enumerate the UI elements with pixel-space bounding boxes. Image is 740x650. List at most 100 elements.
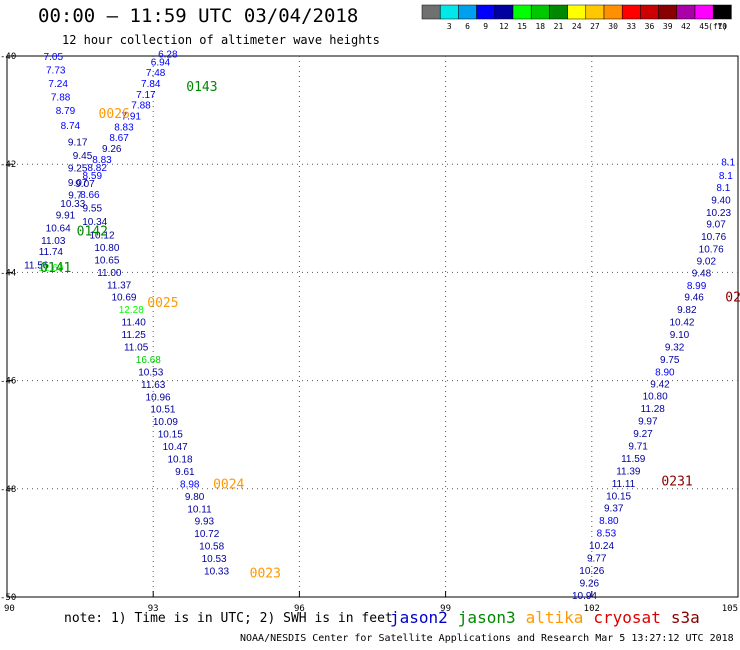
- pass-time-label: 0142: [77, 225, 108, 240]
- data-point-label: 11.05: [124, 343, 149, 354]
- data-point-label: 9.61: [175, 467, 195, 478]
- data-point-label: 7.88: [51, 93, 71, 104]
- legend-label: 12: [499, 22, 509, 31]
- data-point-label: 8.1: [721, 157, 735, 168]
- data-point-label: 8.90: [655, 367, 675, 378]
- legend-swatch: [421, 4, 441, 20]
- data-point-label: 10.23: [706, 208, 731, 219]
- data-point-label: 9.77: [587, 554, 607, 565]
- legend-swatch: [494, 4, 514, 20]
- data-point-label: 8.80: [599, 516, 619, 527]
- y-tick-label: -40: [0, 52, 16, 62]
- legend-swatch: [476, 4, 496, 20]
- data-point-label: 11.11: [612, 479, 636, 490]
- data-point-label: 11.40: [122, 318, 147, 329]
- data-point-label: 8.83: [92, 155, 112, 166]
- pass-time-label: 0143: [186, 80, 217, 95]
- legend-label: 30: [608, 22, 618, 31]
- data-point-label: 11.63: [141, 380, 166, 391]
- data-point-label: 10.76: [701, 232, 726, 243]
- legend-swatch: [439, 4, 459, 20]
- data-point-label: 9.71: [628, 442, 648, 453]
- data-point-label: 7.24: [48, 79, 68, 90]
- satellite-name: s3a: [670, 608, 700, 627]
- legend-label: 27: [590, 22, 600, 31]
- data-point-label: 7.84: [141, 79, 161, 90]
- data-point-label: 16.68: [136, 355, 161, 366]
- data-point-label: 9.02: [697, 256, 717, 267]
- data-point-label: 10.53: [202, 554, 227, 565]
- data-point-label: 7.88: [131, 101, 151, 112]
- data-point-label: 10.80: [94, 243, 119, 254]
- legend-label: 36: [645, 22, 655, 31]
- data-point-label: 10.09: [153, 417, 178, 428]
- data-point-label: 8.74: [61, 121, 81, 132]
- data-point-label: 9.42: [650, 379, 670, 390]
- data-point-label: 10.76: [699, 245, 724, 256]
- data-point-label: 9.75: [660, 355, 680, 366]
- pass-time-label: 0141: [40, 261, 71, 276]
- data-point-label: 10.47: [163, 442, 188, 453]
- legend-label: 33: [626, 22, 636, 31]
- data-point-label: 11.28: [641, 404, 666, 415]
- satellite-name: jason2: [390, 608, 448, 627]
- legend-label: 39: [663, 22, 673, 31]
- data-point-label: 10.94: [572, 591, 597, 602]
- x-tick-label: 93: [148, 604, 159, 614]
- y-tick-label: -42: [0, 160, 16, 170]
- data-point-label: 9.80: [185, 492, 205, 503]
- data-point-label: 7.05: [44, 52, 64, 63]
- data-point-label: 7.91: [122, 112, 142, 123]
- data-point-label: 9.46: [684, 293, 704, 304]
- x-tick-label: 102: [584, 604, 600, 614]
- data-point-label: 8.98: [180, 479, 200, 490]
- data-point-label: 10.34: [82, 217, 107, 228]
- data-point-label: 9.93: [195, 517, 215, 528]
- data-point-label: 10.72: [194, 529, 219, 540]
- x-tick-label: 99: [440, 604, 451, 614]
- pass-time-label: 0023: [250, 567, 281, 582]
- legend-swatch: [603, 4, 623, 20]
- data-point-label: 9.26: [580, 578, 600, 589]
- data-point-label: 11.03: [41, 236, 66, 247]
- data-point-label: 7.48: [146, 68, 166, 79]
- y-tick-label: -50: [0, 593, 16, 603]
- data-point-label: 10.33: [60, 199, 85, 210]
- credit-line: NOAA/NESDIS Center for Satellite Applica…: [240, 633, 734, 644]
- data-point-label: 11.56: [24, 260, 49, 271]
- chart-subtitle: 12 hour collection of altimeter wave hei…: [62, 33, 380, 47]
- legend-swatch: [621, 4, 641, 20]
- data-point-label: 9.7: [68, 190, 82, 201]
- data-point-label: 10.96: [146, 392, 171, 403]
- data-point-label: 7.17: [136, 90, 156, 101]
- data-point-label: 9.32: [665, 343, 685, 354]
- data-point-label: 8.66: [80, 190, 100, 201]
- data-point-label: 9.07: [706, 220, 726, 231]
- data-point-label: 9.17: [68, 137, 88, 148]
- data-point-label: 10.80: [643, 392, 668, 403]
- legend-swatch: [694, 4, 714, 20]
- pass-time-label: 0231: [661, 475, 692, 490]
- pass-time-label: 0024: [213, 477, 244, 492]
- data-point-label: 9.07: [68, 178, 88, 189]
- data-point-label: 8.59: [83, 171, 103, 182]
- legend-label: 70: [717, 22, 727, 31]
- data-point-label: 11.00: [97, 268, 122, 279]
- data-point-label: 12.28: [119, 305, 144, 316]
- data-point-label: 8.1: [716, 183, 730, 194]
- data-point-label: 7.73: [46, 66, 66, 77]
- data-point-label: 10.58: [199, 542, 224, 553]
- data-point-label: 10.53: [138, 367, 163, 378]
- data-point-label: 9.27: [633, 429, 653, 440]
- data-point-label: 9.07: [75, 179, 95, 190]
- legend-swatch: [567, 4, 587, 20]
- legend-label: 6: [465, 22, 470, 31]
- data-point-label: 10.65: [94, 255, 119, 266]
- legend-label: 9: [483, 22, 488, 31]
- data-point-label: 10.15: [158, 430, 183, 441]
- data-point-label: 9.10: [670, 330, 690, 341]
- pass-time-label: 02: [725, 291, 740, 306]
- legend-swatch: [549, 4, 568, 20]
- legend-swatch: [658, 4, 678, 20]
